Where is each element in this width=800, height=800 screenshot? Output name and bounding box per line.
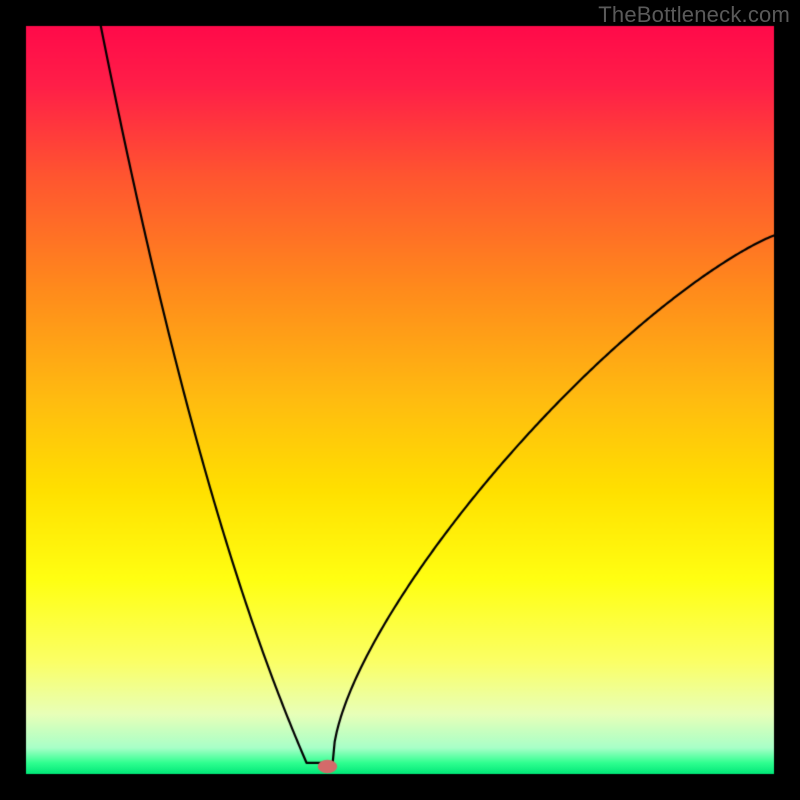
bottleneck-chart [0, 0, 800, 800]
watermark-text: TheBottleneck.com [598, 2, 790, 28]
chart-container: TheBottleneck.com [0, 0, 800, 800]
